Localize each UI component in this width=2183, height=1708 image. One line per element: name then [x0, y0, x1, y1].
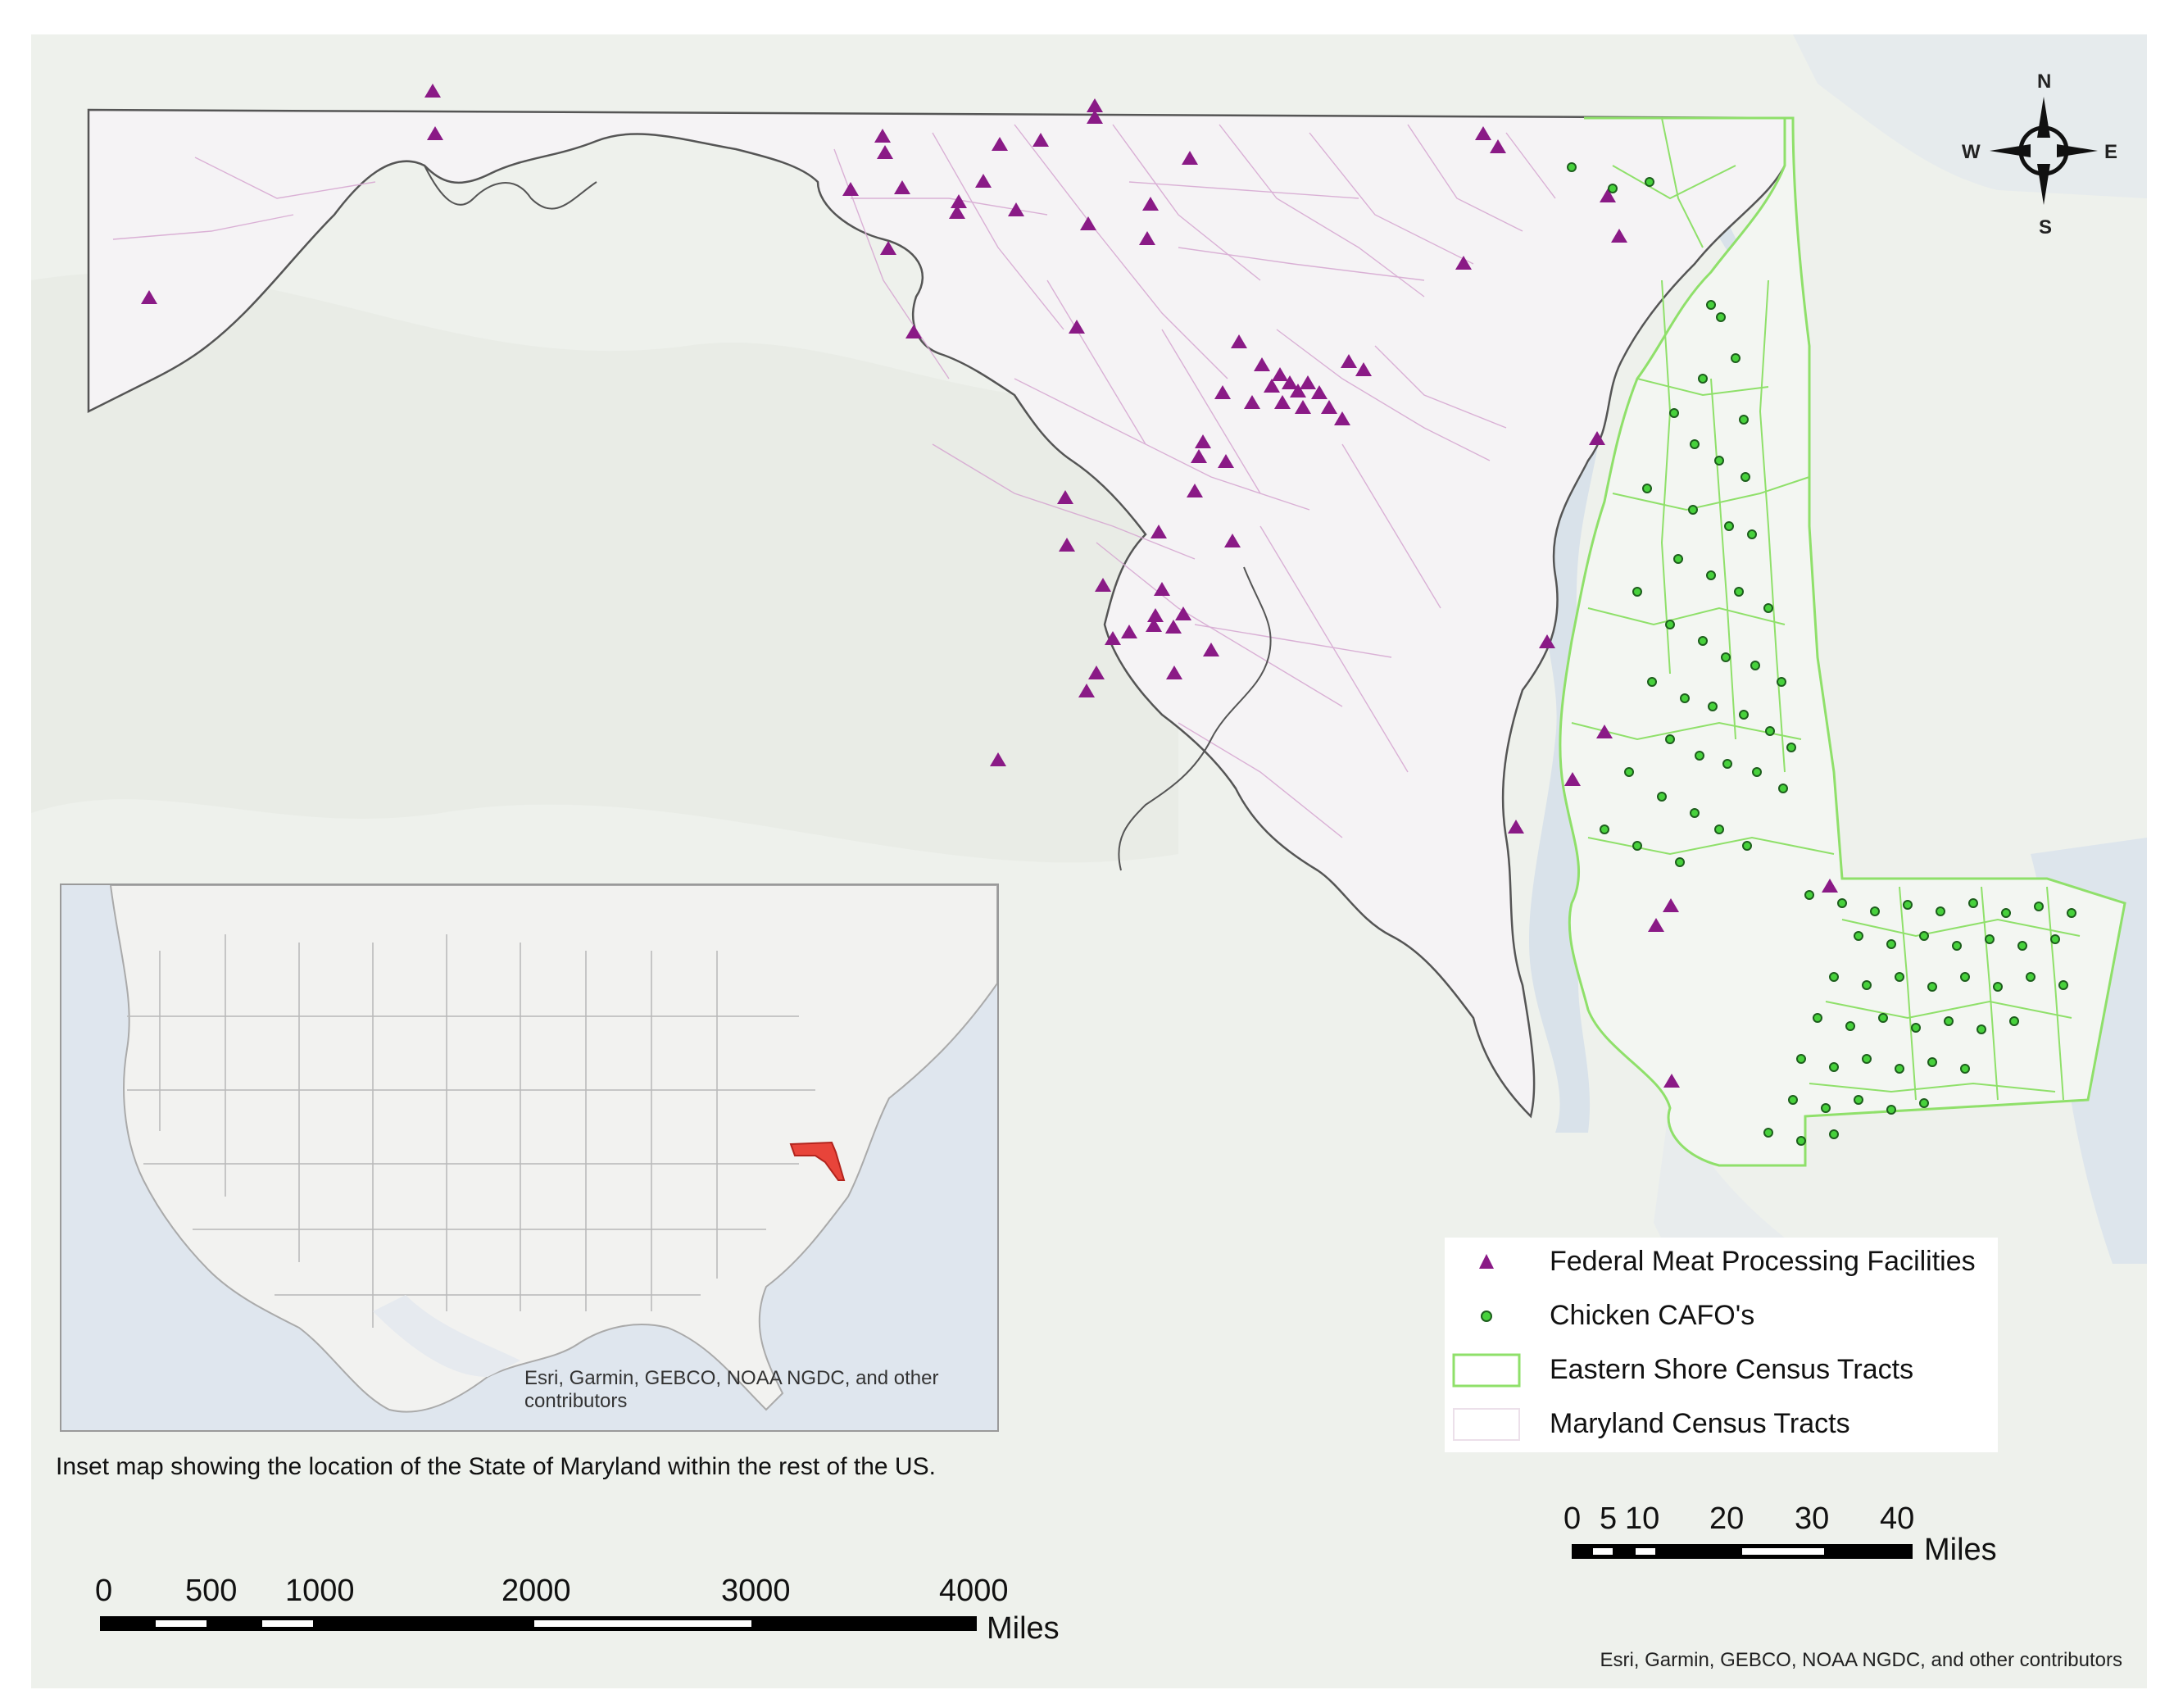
legend-label: Chicken CAFO's [1550, 1300, 1755, 1331]
map-frame: N S E W Federal Meat Processing Faciliti… [31, 34, 2147, 1688]
scale-bar-graphic [100, 1616, 977, 1631]
triangle-icon [1479, 1254, 1494, 1269]
scale-tick: 4000 [939, 1574, 1009, 1608]
legend-label: Eastern Shore Census Tracts [1550, 1354, 1914, 1385]
scale-tick: 2000 [502, 1574, 571, 1608]
legend-item-md-tracts: Maryland Census Tracts [1445, 1400, 1998, 1452]
dot-icon [1481, 1311, 1492, 1322]
scale-tick: 5 [1600, 1501, 1618, 1536]
scale-bar-graphic [1572, 1544, 1913, 1559]
legend-item-eastern-shore: Eastern Shore Census Tracts [1445, 1346, 1998, 1398]
compass-n: N [2037, 70, 2052, 93]
map-credit: Esri, Garmin, GEBCO, NOAA NGDC, and othe… [1600, 1649, 2122, 1671]
inset-basemap [61, 885, 997, 1430]
scale-tick: 20 [1709, 1501, 1745, 1536]
scale-tick: 3000 [721, 1574, 791, 1608]
compass-w: W [1962, 141, 1981, 163]
compass-s: S [2039, 216, 2053, 238]
scale-unit: Miles [987, 1611, 1060, 1646]
inset-caption: Inset map showing the location of the St… [56, 1453, 936, 1480]
outline-box-icon [1453, 1408, 1520, 1441]
legend: Federal Meat Processing Facilities Chick… [1445, 1238, 1998, 1452]
scale-tick: 1000 [285, 1574, 355, 1608]
inset-map: Esri, Garmin, GEBCO, NOAA NGDC, and othe… [60, 884, 999, 1432]
north-arrow [1990, 97, 2098, 205]
compass-e: E [2104, 141, 2118, 163]
scale-tick: 0 [95, 1574, 113, 1608]
legend-item-cafo: Chicken CAFO's [1445, 1292, 1998, 1344]
scale-tick: 40 [1880, 1501, 1915, 1536]
scale-unit: Miles [1924, 1533, 1997, 1567]
scale-tick: 30 [1795, 1501, 1830, 1536]
scale-tick: 0 [1564, 1501, 1582, 1536]
legend-label: Federal Meat Processing Facilities [1550, 1246, 1976, 1277]
legend-label: Maryland Census Tracts [1550, 1408, 1850, 1439]
inset-credit: Esri, Garmin, GEBCO, NOAA NGDC, and othe… [524, 1367, 939, 1412]
scale-tick: 500 [185, 1574, 238, 1608]
legend-item-facilities: Federal Meat Processing Facilities [1445, 1238, 1998, 1290]
outline-box-icon [1452, 1353, 1521, 1388]
scale-tick: 10 [1625, 1501, 1660, 1536]
